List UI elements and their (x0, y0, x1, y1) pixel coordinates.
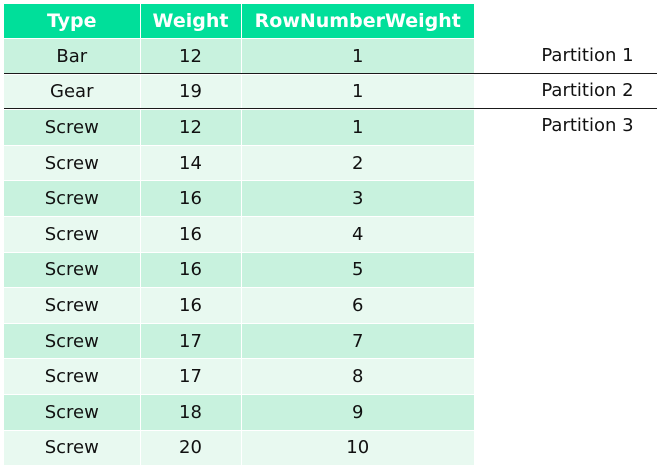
cell-weight: 17 (140, 358, 242, 395)
table-row: Screw 16 4 (4, 215, 474, 253)
table-row: Screw 18 9 (4, 393, 474, 431)
cell-type: Screw (4, 287, 141, 324)
cell-type: Screw (4, 180, 141, 217)
header-row-number-weight: RowNumberWeight (241, 4, 474, 39)
cell-weight: 18 (140, 393, 242, 431)
cell-weight: 16 (140, 251, 242, 288)
table-row: Screw 12 1 (4, 109, 474, 146)
cell-weight: 14 (140, 144, 242, 181)
partition-label-2: Partition 2 (541, 80, 634, 101)
cell-row-number-weight: 8 (241, 358, 474, 395)
cell-row-number-weight: 1 (241, 73, 474, 110)
table-row: Screw 17 8 (4, 358, 474, 395)
cell-weight: 16 (140, 215, 242, 253)
cell-row-number-weight: 4 (241, 215, 474, 253)
cell-row-number-weight: 10 (241, 429, 474, 465)
header-row: Type Weight RowNumberWeight (4, 4, 474, 39)
table-row: Screw 16 6 (4, 287, 474, 324)
cell-row-number-weight: 2 (241, 144, 474, 181)
table-row: Screw 17 7 (4, 322, 474, 359)
cell-type: Screw (4, 358, 141, 395)
cell-row-number-weight: 5 (241, 251, 474, 288)
cell-row-number-weight: 1 (241, 109, 474, 146)
cell-weight: 16 (140, 180, 242, 217)
cell-row-number-weight: 3 (241, 180, 474, 217)
header-type: Type (4, 4, 141, 39)
partition-divider (4, 73, 657, 74)
cell-row-number-weight: 6 (241, 287, 474, 324)
cell-weight: 20 (140, 429, 242, 465)
cell-type: Bar (4, 38, 141, 75)
cell-weight: 12 (140, 109, 242, 146)
cell-type: Screw (4, 429, 141, 465)
cell-weight: 19 (140, 73, 242, 110)
cell-type: Gear (4, 73, 141, 110)
cell-weight: 17 (140, 322, 242, 359)
cell-row-number-weight: 9 (241, 393, 474, 431)
partition-divider (4, 108, 657, 109)
data-table: Type Weight RowNumberWeight Bar 12 1 Gea… (4, 4, 474, 465)
cell-weight: 16 (140, 287, 242, 324)
cell-type: Screw (4, 393, 141, 431)
table-row: Gear 19 1 (4, 73, 474, 110)
cell-type: Screw (4, 144, 141, 181)
cell-row-number-weight: 1 (241, 38, 474, 75)
cell-type: Screw (4, 109, 141, 146)
cell-type: Screw (4, 322, 141, 359)
partition-label-3: Partition 3 (541, 115, 634, 136)
table-row: Screw 16 3 (4, 180, 474, 217)
table-row: Screw 14 2 (4, 144, 474, 181)
header-weight: Weight (140, 4, 242, 39)
table-row: Screw 16 5 (4, 251, 474, 288)
table-row: Screw 20 10 (4, 429, 474, 465)
table-row: Bar 12 1 (4, 38, 474, 75)
partition-label-1: Partition 1 (541, 45, 634, 66)
cell-row-number-weight: 7 (241, 322, 474, 359)
cell-type: Screw (4, 251, 141, 288)
data-table-container: Type Weight RowNumberWeight Bar 12 1 Gea… (4, 4, 474, 465)
cell-type: Screw (4, 215, 141, 253)
cell-weight: 12 (140, 38, 242, 75)
